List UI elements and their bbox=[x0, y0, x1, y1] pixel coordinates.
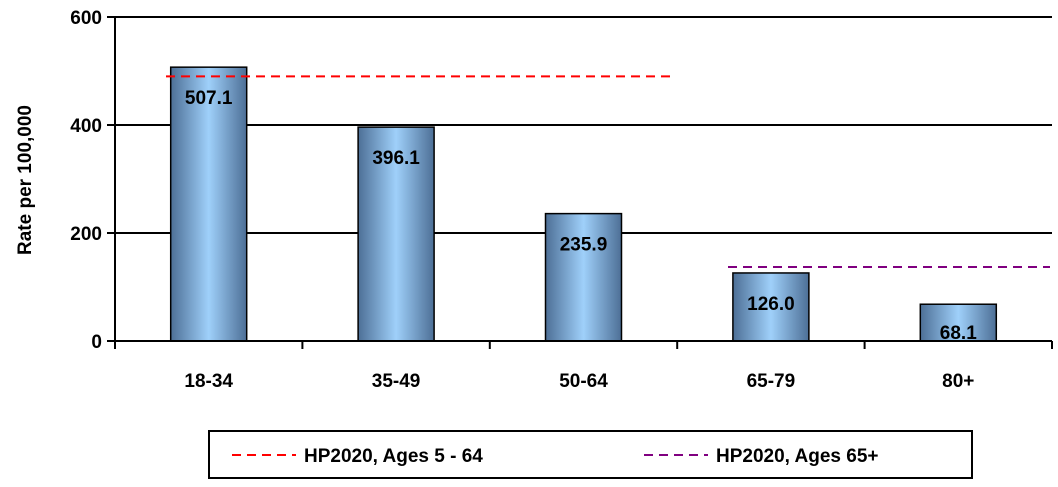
reference-lines bbox=[166, 75, 1050, 269]
x-tick-label: 50-64 bbox=[559, 371, 608, 392]
y-tick-label: 600 bbox=[70, 8, 102, 29]
bar bbox=[544, 212, 623, 342]
y-tick-label: 400 bbox=[70, 116, 102, 137]
data-label: 507.1 bbox=[185, 88, 233, 109]
legend-label: HP2020, Ages 65+ bbox=[716, 446, 878, 467]
data-label: 235.9 bbox=[560, 235, 608, 256]
y-axis-title: Rate per 100,000 bbox=[15, 105, 36, 255]
y-tick-label: 0 bbox=[91, 332, 102, 353]
x-tick-label: 18-34 bbox=[184, 371, 233, 392]
x-tick-label: 65-79 bbox=[747, 371, 796, 392]
legend-box bbox=[208, 430, 973, 479]
x-tick-label: 35-49 bbox=[372, 371, 421, 392]
legend-label: HP2020, Ages 5 - 64 bbox=[304, 446, 483, 467]
x-tick-label: 80+ bbox=[942, 371, 974, 392]
bar bbox=[357, 126, 435, 342]
data-label: 396.1 bbox=[372, 148, 420, 169]
labels: 0 200 400 600 18-34 507.1 35-49 396.1 50-64 235.9… bbox=[70, 8, 977, 392]
bar bbox=[169, 66, 248, 342]
axes bbox=[107, 16, 1053, 349]
data-label: 126.0 bbox=[747, 294, 795, 315]
gridlines bbox=[115, 16, 1052, 234]
bar bbox=[732, 272, 810, 342]
legend: HP2020, Ages 5 - 64 HP2020, Ages 65+ bbox=[208, 430, 973, 479]
bars bbox=[169, 66, 998, 342]
y-tick-label: 200 bbox=[70, 224, 102, 245]
data-label: 68.1 bbox=[940, 323, 977, 344]
